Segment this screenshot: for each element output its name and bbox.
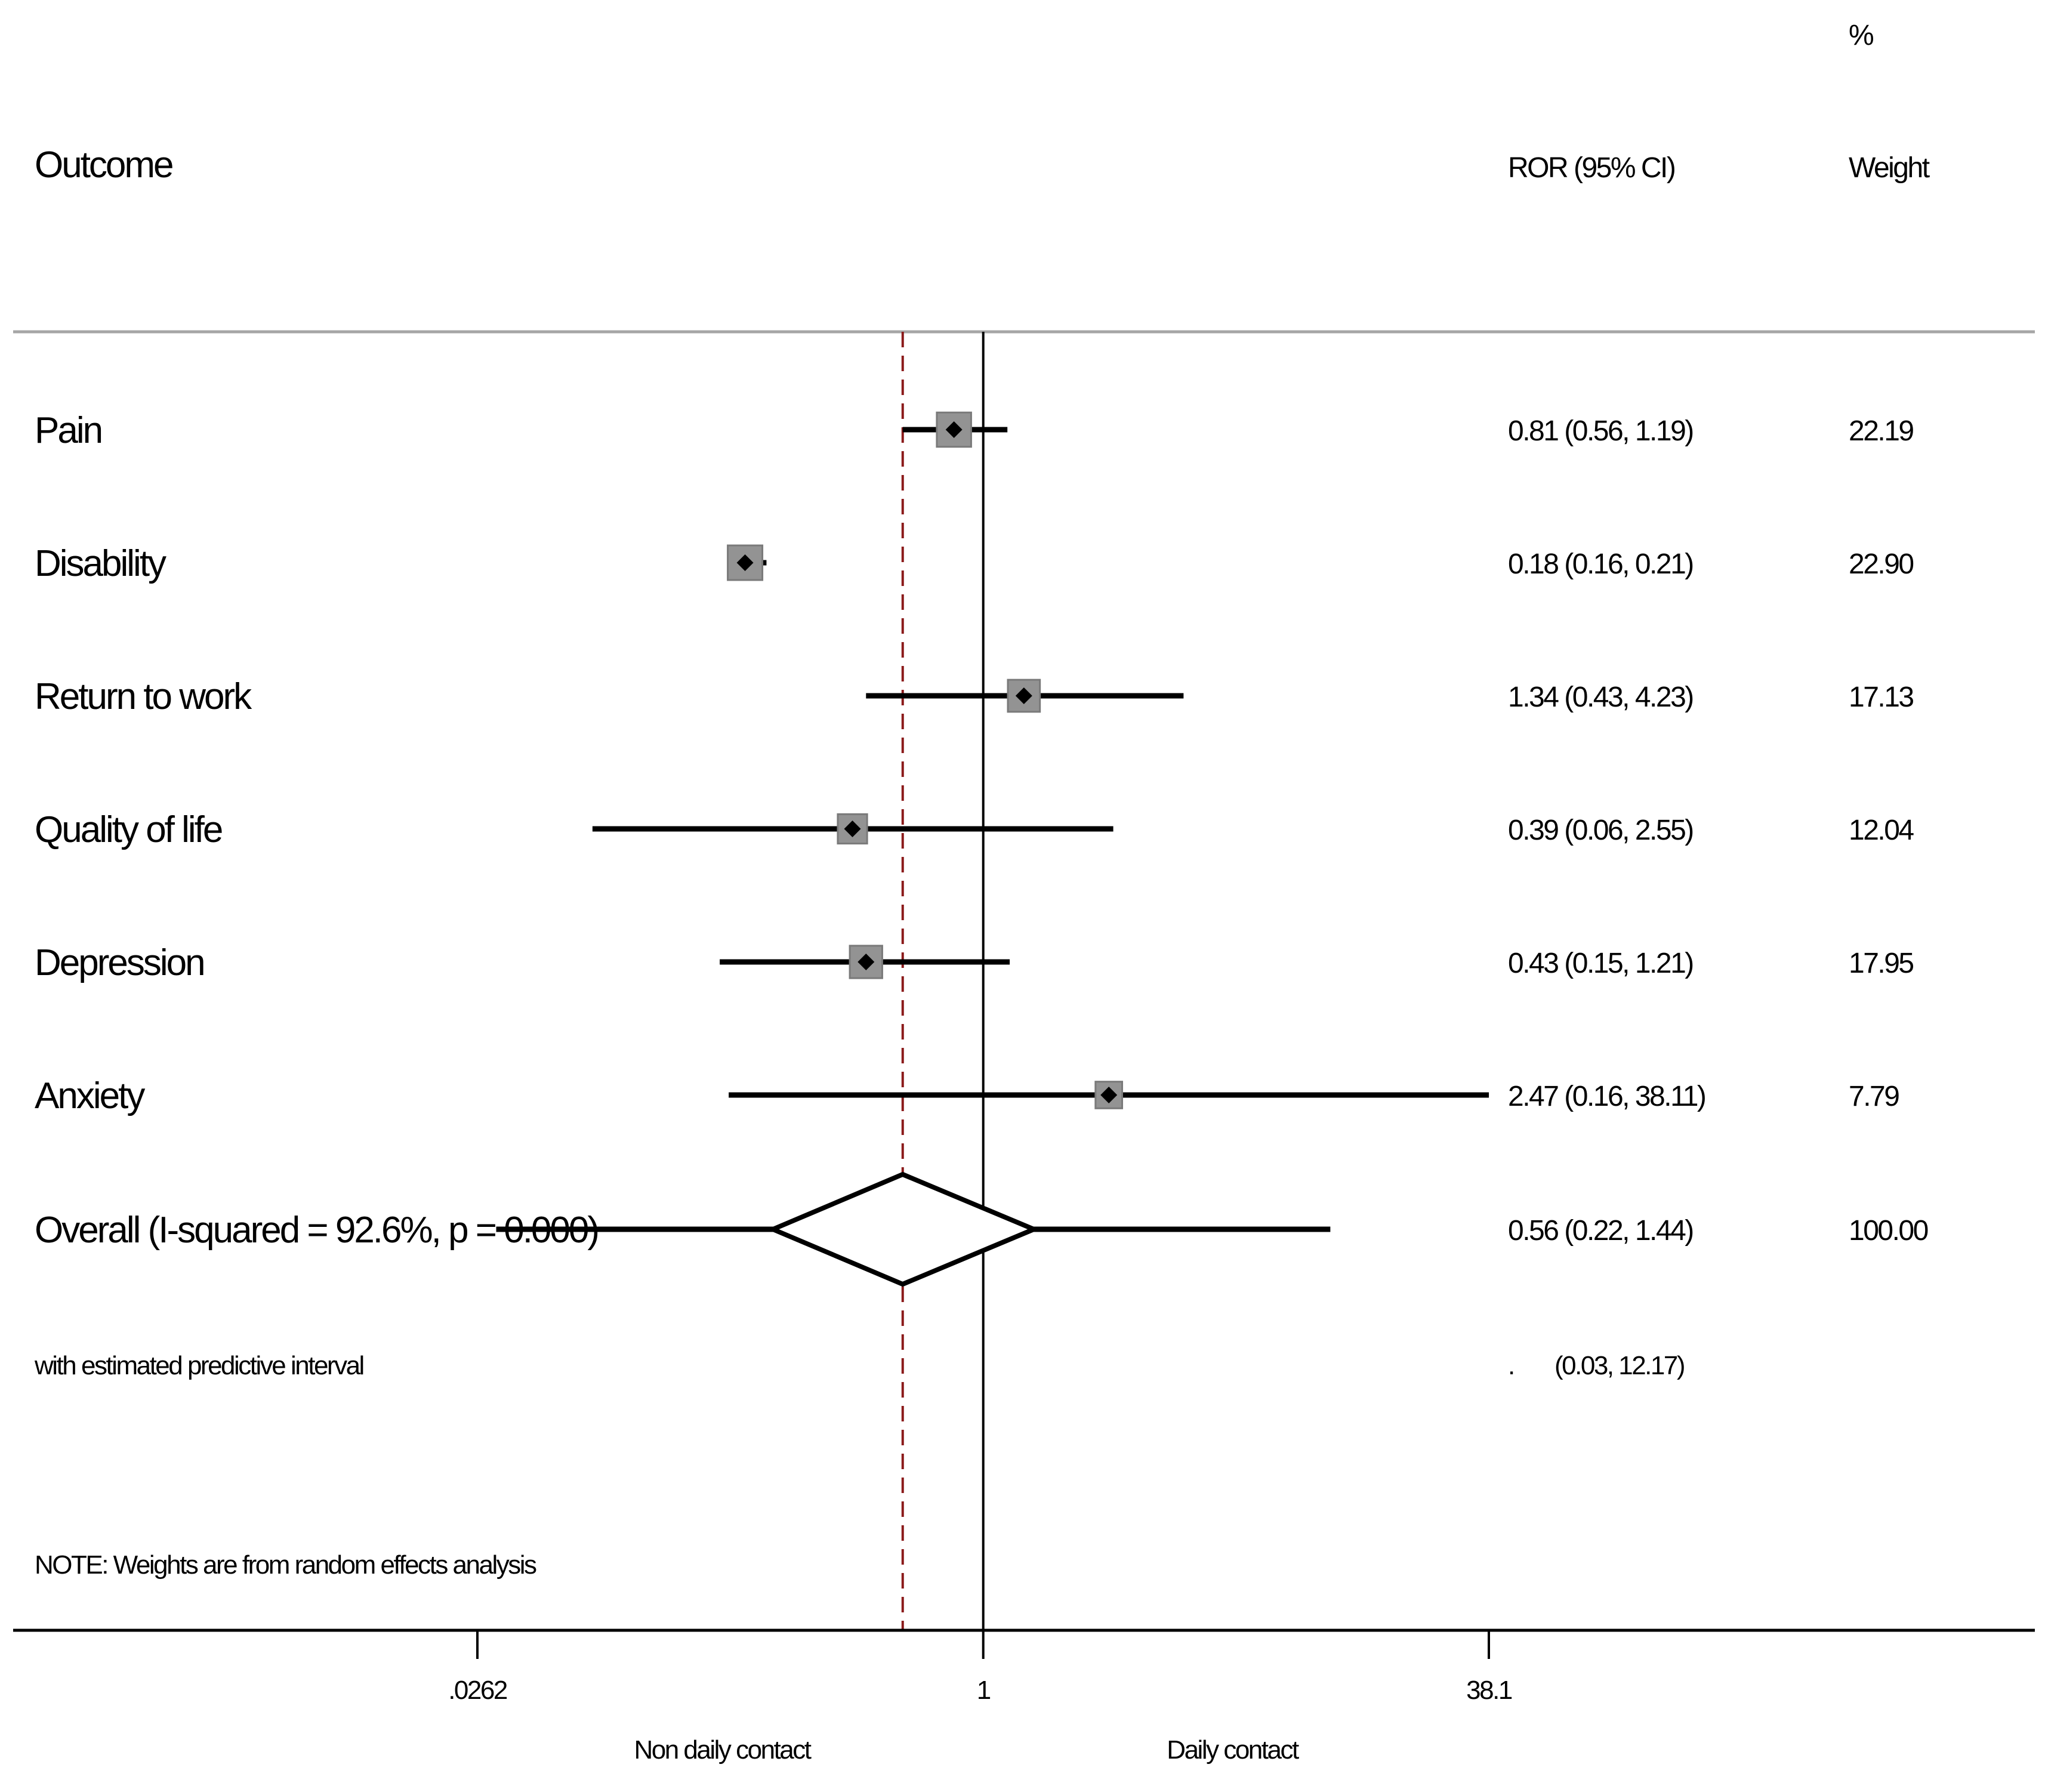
study-ci-text: 2.47 (0.16, 38.11)	[1508, 1081, 1705, 1112]
x-tick-label: .0262	[448, 1676, 507, 1705]
study-ci-text: 0.81 (0.56, 1.19)	[1508, 415, 1693, 447]
study-point-estimate	[736, 554, 754, 571]
study-point-estimate	[844, 821, 861, 837]
overall-label: Overall (I-squared = 92.6%, p = 0.000)	[35, 1210, 598, 1251]
study-weight-text: 22.19	[1849, 415, 1913, 447]
study-point-estimate	[1100, 1087, 1118, 1103]
study-point-estimate	[858, 954, 875, 970]
study-weight-box	[1094, 1081, 1124, 1109]
study-label: Depression	[35, 942, 204, 983]
outcome-column-header: Outcome	[35, 144, 172, 186]
study-weight-text: 12.04	[1849, 815, 1914, 846]
study-row: Return to work 1.34 (0.43, 4.23) 17.13	[35, 676, 1915, 717]
right-side-label: Daily contact	[1167, 1735, 1299, 1765]
study-label: Anxiety	[35, 1075, 145, 1116]
study-ci-text: 1.34 (0.43, 4.23)	[1508, 681, 1693, 713]
x-axis-ticks: .0262 1 38.1	[448, 1630, 1513, 1705]
study-ci-text: 0.39 (0.06, 2.55)	[1508, 815, 1693, 846]
study-point-estimate	[1015, 687, 1032, 704]
overall-diamond	[767, 1171, 1040, 1287]
predictive-interval-label: with estimated predictive interval	[34, 1351, 363, 1380]
study-ci-text: 0.18 (0.16, 0.21)	[1508, 548, 1693, 580]
weight-column-header: Weight	[1849, 152, 1930, 184]
study-label: Disability	[35, 543, 166, 584]
study-row: Anxiety 2.47 (0.16, 38.11) 7.79	[35, 1075, 1901, 1116]
weights-note: NOTE: Weights are from random effects an…	[35, 1550, 536, 1580]
predictive-interval-dot: .	[1508, 1351, 1514, 1380]
study-weight-text: 17.95	[1849, 948, 1913, 979]
overall-weight-text: 100.00	[1849, 1215, 1928, 1247]
overall-ci-text: 0.56 (0.22, 1.44)	[1508, 1215, 1693, 1247]
x-tick-label: 1	[977, 1676, 991, 1705]
predictive-interval-value: (0.03, 12.17)	[1554, 1351, 1684, 1380]
study-label: Pain	[35, 410, 101, 451]
study-label: Return to work	[35, 676, 252, 717]
study-label: Quality of life	[35, 809, 222, 850]
weight-percent-header: %	[1849, 20, 1873, 51]
study-weight-text: 17.13	[1849, 681, 1913, 713]
study-weight-text: 7.79	[1849, 1081, 1899, 1112]
left-side-label: Non daily contact	[634, 1735, 811, 1765]
study-row: Depression 0.43 (0.15, 1.21) 17.95	[35, 942, 1915, 983]
study-rows: Pain 0.81 (0.56, 1.19) 22.19 Disability 0.18…	[35, 410, 1916, 1116]
study-ci-text: 0.43 (0.15, 1.21)	[1508, 948, 1693, 979]
effect-column-header: ROR (95% CI)	[1508, 152, 1675, 184]
x-tick-label: 38.1	[1466, 1676, 1512, 1705]
study-row: Quality of life 0.39 (0.06, 2.55) 12.04	[35, 809, 1916, 850]
overall-row: Overall (I-squared = 92.6%, p = 0.000) 0.…	[35, 1171, 1929, 1287]
study-weight-text: 22.90	[1849, 548, 1913, 580]
study-row: Pain 0.81 (0.56, 1.19) 22.19	[35, 410, 1915, 451]
study-point-estimate	[945, 421, 963, 438]
study-row: Disability 0.18 (0.16, 0.21) 22.90	[35, 543, 1915, 584]
